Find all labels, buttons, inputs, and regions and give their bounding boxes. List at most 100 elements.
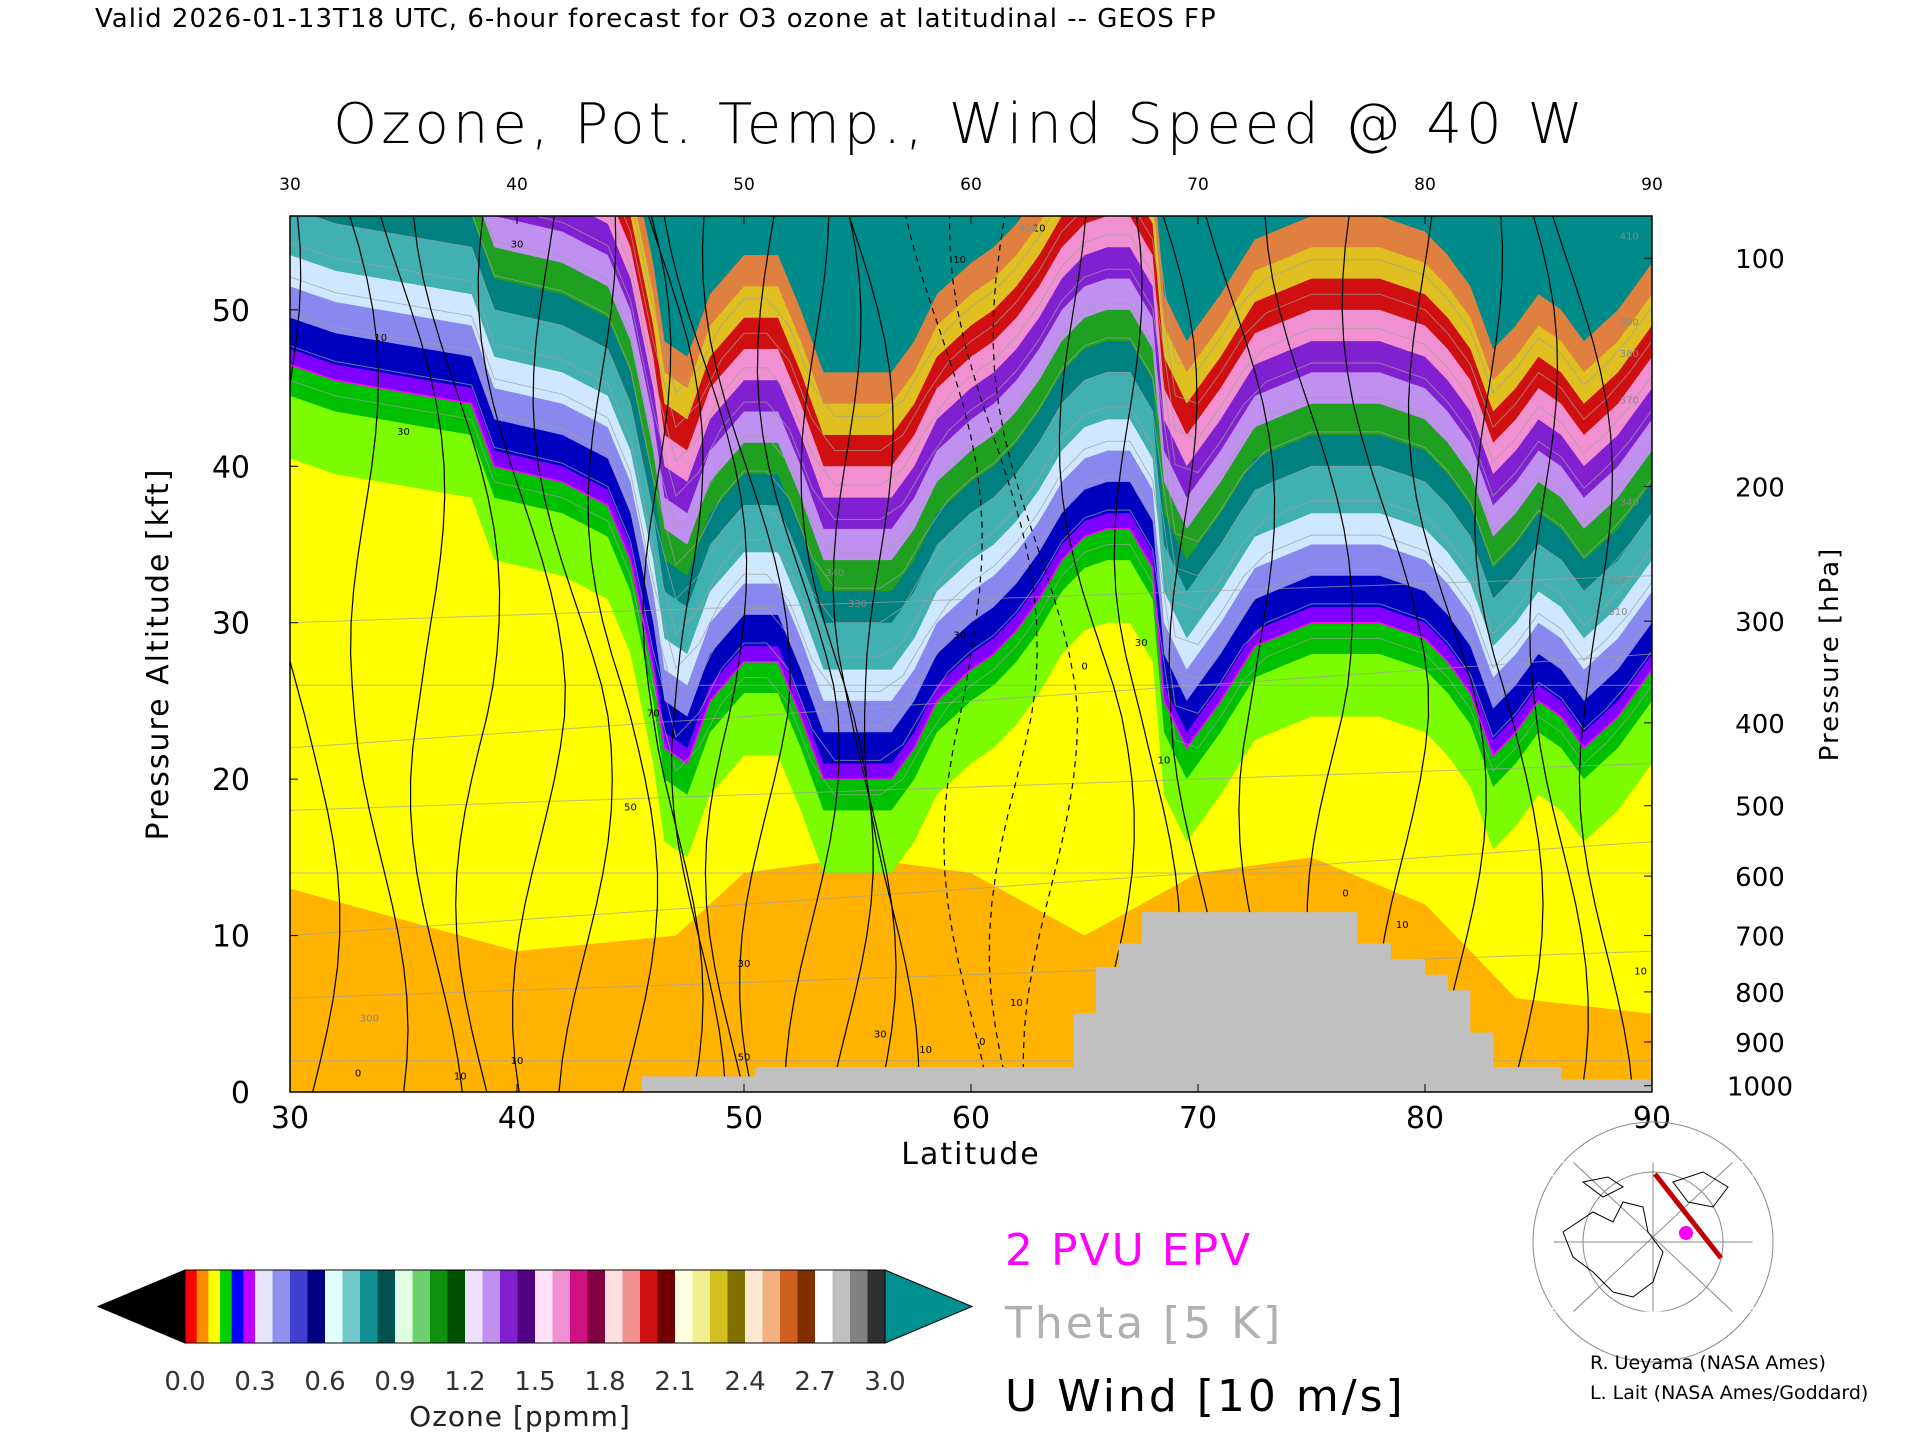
colorbar-swatch: [570, 1270, 588, 1343]
theta-contour-label: 310: [1608, 607, 1627, 618]
colorbar-swatch: [243, 1270, 255, 1343]
top-tick-label: 70: [1187, 175, 1209, 195]
colorbar-swatch: [833, 1270, 851, 1343]
y-tick-label: 10: [212, 920, 250, 955]
x-tick-label: 70: [1179, 1101, 1217, 1136]
pressure-tick-label: 100: [1735, 245, 1785, 275]
top-tick-label: 90: [1641, 175, 1663, 195]
y-tick-label: 30: [212, 607, 250, 642]
colorbar-swatch: [798, 1270, 816, 1343]
theta-contour-label: 370: [1620, 396, 1639, 407]
wind-contour-label: 50: [624, 802, 637, 813]
colorbar-swatch: [395, 1270, 413, 1343]
legend-epv: 2 PVU EPV: [1005, 1225, 1252, 1276]
wind-contour-label: 10: [919, 1045, 932, 1056]
y-tick-label: 50: [212, 294, 250, 329]
wind-contour-label: 10: [1396, 920, 1409, 931]
legend-theta: Theta [5 K]: [1005, 1298, 1283, 1349]
colorbar-swatch: [325, 1270, 343, 1343]
theta-contour-label: 340: [1620, 497, 1639, 508]
x-tick-label: 50: [725, 1101, 763, 1136]
pressure-tick-label: 600: [1735, 863, 1785, 893]
x-tick-label: 80: [1406, 1101, 1444, 1136]
theta-contour-label: 340: [825, 568, 844, 579]
colorbar-swatch: [500, 1270, 518, 1343]
theta-contour-label: 300: [360, 1014, 379, 1025]
colorbar-swatch: [208, 1270, 220, 1343]
theta-contour-label: 390: [1620, 318, 1639, 329]
x-tick-label: 40: [498, 1101, 536, 1136]
colorbar-swatch: [623, 1270, 641, 1343]
credit-line: L. Lait (NASA Ames/Goddard): [1590, 1382, 1868, 1404]
colorbar-swatch: [220, 1270, 232, 1343]
ozone-colorbar: 0.0 0.3 0.6 0.9 1.2 1.5 1.8 2.1 2.4 2.7 3.0: [98, 1270, 972, 1397]
top-tick-label: 60: [960, 175, 982, 195]
wind-contour-label: 30: [738, 959, 751, 970]
colorbar-tick-label: 2.7: [794, 1367, 835, 1397]
wind-contour-label: 0: [1081, 662, 1087, 673]
top-tick-label: 40: [506, 175, 528, 195]
pressure-tick-label: 800: [1735, 979, 1785, 1009]
colorbar-swatch: [553, 1270, 571, 1343]
colorbar-swatch: [815, 1270, 833, 1343]
credit-line: R. Ueyama (NASA Ames): [1590, 1352, 1826, 1374]
colorbar-swatch: [605, 1270, 623, 1343]
colorbar-swatch: [290, 1270, 308, 1343]
top-tick-label: 30: [279, 175, 301, 195]
colorbar-over-arrow: [885, 1270, 972, 1343]
wind-contour-label: 30: [874, 1029, 887, 1040]
colorbar-swatch: [675, 1270, 693, 1343]
theta-contour-label: 410: [1620, 231, 1639, 242]
colorbar-tick-label: 2.1: [654, 1367, 695, 1397]
colorbar-swatch: [518, 1270, 536, 1343]
x-tick-label: 60: [952, 1101, 990, 1136]
colorbar-tick-label: 1.2: [444, 1367, 485, 1397]
wind-contour-label: 0: [979, 1037, 985, 1048]
wind-contour-label: 10: [953, 255, 966, 266]
colorbar-under-arrow: [98, 1270, 185, 1343]
colorbar-swatch: [360, 1270, 378, 1343]
colorbar-swatch: [413, 1270, 431, 1343]
wind-contour-label: 70: [647, 709, 660, 720]
wind-contour-label: 0: [1342, 888, 1348, 899]
wind-contour-label: 10: [1634, 967, 1647, 978]
colorbar-swatch: [710, 1270, 728, 1343]
colorbar-tick-label: 0.6: [304, 1367, 345, 1397]
colorbar-swatch: [745, 1270, 763, 1343]
colorbar-swatch: [448, 1270, 466, 1343]
colorbar-tick-label: 1.8: [584, 1367, 625, 1397]
plot-area: 0 101050703050301030010030100101010103010…: [273, 2, 1652, 1092]
colorbar-swatch: [273, 1270, 291, 1343]
wind-contour-label: 30: [511, 239, 524, 250]
colorbar-tick-label: 0.3: [234, 1367, 275, 1397]
colorbar-swatch: [868, 1270, 886, 1343]
colorbar-swatch: [850, 1270, 868, 1343]
colorbar-swatch: [658, 1270, 676, 1343]
colorbar-tick-label: 2.4: [724, 1367, 765, 1397]
colorbar-swatch: [232, 1270, 244, 1343]
colorbar-swatch: [763, 1270, 781, 1343]
wind-contour-label: 30: [953, 630, 966, 641]
x-tick-label: 30: [271, 1101, 309, 1136]
y-axis-label: Pressure Altitude [kft]: [141, 468, 176, 841]
inset-map-icon: [1533, 1122, 1773, 1362]
colorbar-label: Ozone [ppmm]: [409, 1400, 631, 1433]
y-tick-label: 0: [231, 1076, 250, 1111]
colorbar-swatch: [640, 1270, 658, 1343]
colorbar-swatch: [465, 1270, 483, 1343]
pressure-tick-label: 700: [1735, 923, 1785, 953]
wind-contour-label: 10: [511, 1056, 524, 1067]
colorbar-swatch: [588, 1270, 606, 1343]
colorbar-tick-label: 0.0: [164, 1367, 205, 1397]
top-tick-label: 80: [1414, 175, 1436, 195]
wind-contour-label: 50: [738, 1053, 751, 1064]
colorbar-tick-label: 0.9: [374, 1367, 415, 1397]
pressure-axis-label: Pressure [hPa]: [1815, 547, 1845, 762]
wind-contour-label: 10: [374, 333, 387, 344]
wind-contour-label: 30: [397, 427, 410, 438]
pressure-tick-label: 900: [1735, 1029, 1785, 1059]
pressure-tick-label: 200: [1735, 474, 1785, 504]
y-tick-label: 40: [212, 450, 250, 485]
pressure-tick-label: 1000: [1727, 1073, 1793, 1103]
